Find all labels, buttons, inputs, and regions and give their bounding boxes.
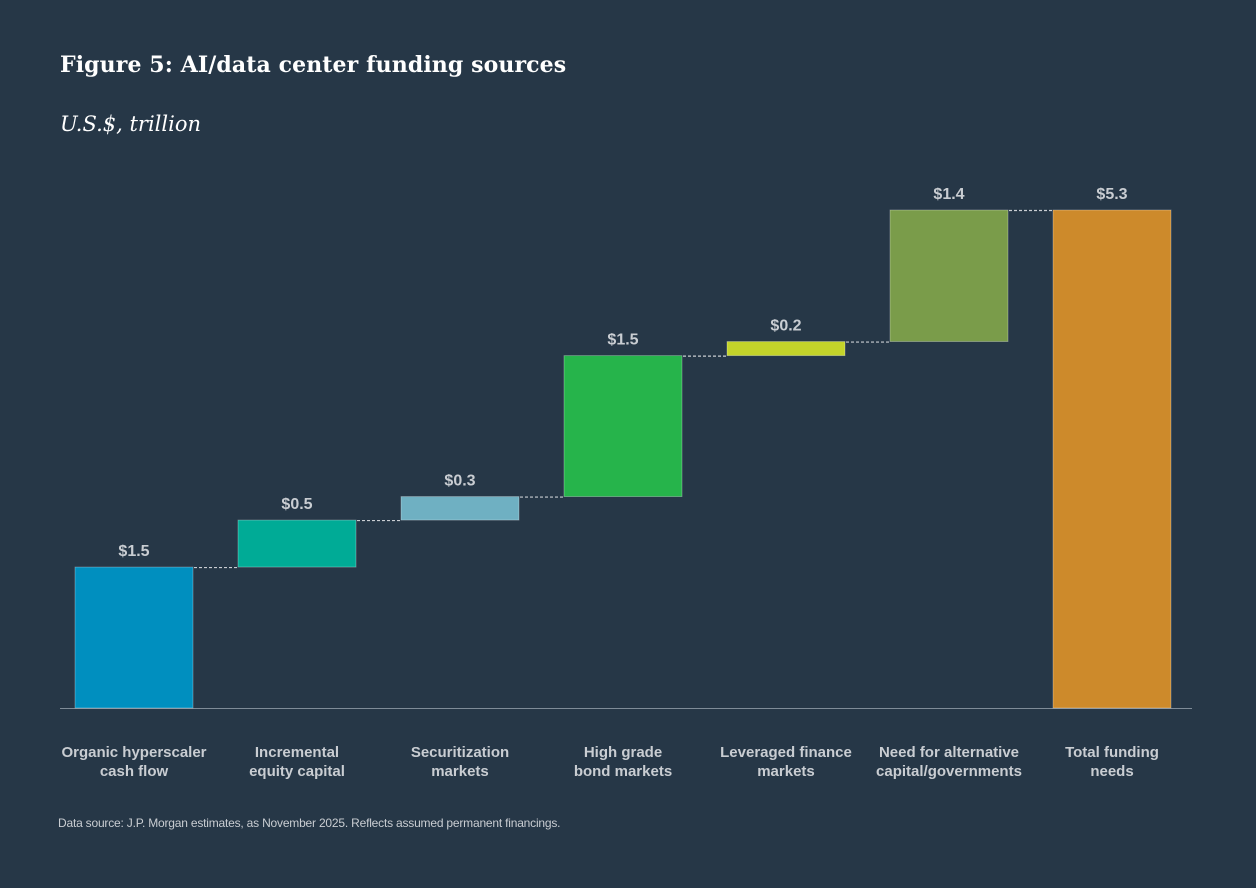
value-label-4: $1.5 <box>607 332 638 349</box>
bar-6 <box>889 209 1009 342</box>
data-source-note: Data source: J.P. Morgan estimates, as N… <box>58 816 561 830</box>
category-label-5: Leveraged finance markets <box>720 744 852 780</box>
category-label-line: needs <box>1090 763 1133 780</box>
category-label-line: equity capital <box>249 763 345 780</box>
category-label-line: Leveraged finance <box>720 744 852 761</box>
value-label-3: $0.3 <box>444 473 475 490</box>
bar-7 <box>1052 209 1172 709</box>
category-label-line: Organic hyperscaler <box>61 744 206 761</box>
category-label-line: Securitization <box>411 744 509 761</box>
category-label-line: Incremental <box>255 744 339 761</box>
category-label-3: Securitization markets <box>411 744 509 780</box>
category-label-line: Total funding <box>1065 744 1159 761</box>
category-label-4: High grade bond markets <box>574 744 672 780</box>
category-label-line: markets <box>431 763 489 780</box>
value-label-6: $1.4 <box>933 186 964 203</box>
category-label-7: Total funding needs <box>1065 744 1159 780</box>
value-label-7: $5.3 <box>1096 186 1127 203</box>
category-label-2: Incremental equity capital <box>249 744 345 780</box>
bar-3 <box>400 496 520 521</box>
value-label-5: $0.2 <box>770 318 801 335</box>
value-label-1: $1.5 <box>118 543 149 560</box>
value-label-2: $0.5 <box>281 496 312 513</box>
category-label-1: Organic hyperscaler cash flow <box>61 744 206 780</box>
category-label-line: High grade <box>584 744 662 761</box>
category-label-6: Need for alternative capital/governments <box>876 744 1022 780</box>
category-label-line: bond markets <box>574 763 672 780</box>
bar-5 <box>726 341 846 357</box>
bar-1 <box>74 566 194 709</box>
category-label-line: cash flow <box>100 763 169 780</box>
bar-2 <box>237 519 357 568</box>
category-label-line: capital/governments <box>876 763 1022 780</box>
category-label-line: Need for alternative <box>879 744 1019 761</box>
category-label-line: markets <box>757 763 815 780</box>
chart-title: Figure 5: AI/data center funding sources <box>60 52 567 78</box>
chart-subtitle: U.S.$, trillion <box>60 112 201 136</box>
bar-4 <box>563 355 683 497</box>
